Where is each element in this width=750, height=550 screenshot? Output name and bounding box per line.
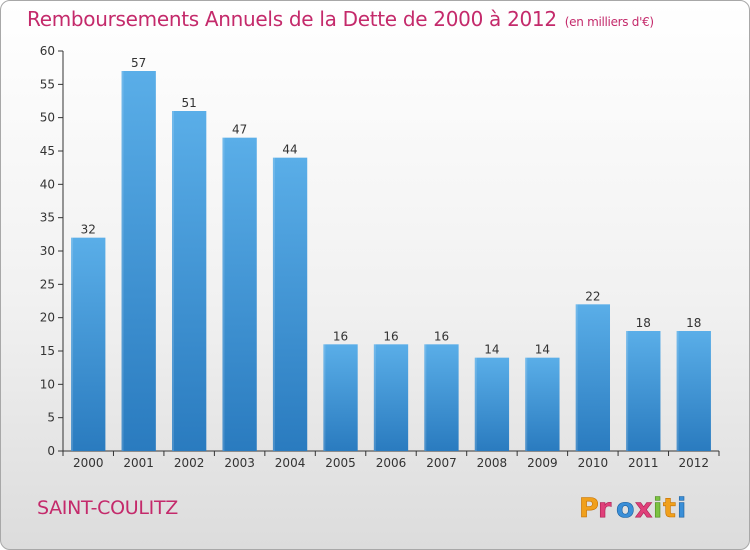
bar [676,331,711,451]
svg-text:t: t [663,493,676,524]
svg-text:i: i [653,493,662,524]
bar-highlight [575,304,578,451]
x-tick-label: 2009 [527,456,558,470]
svg-text:o: o [616,493,635,524]
bar-highlight [71,237,74,451]
x-tick-label: 2007 [426,456,457,470]
x-tick-label: 2005 [325,456,356,470]
commune-name: SAINT-COULITZ [37,497,178,519]
y-tick-label: 5 [47,411,55,425]
bar-highlight [525,357,528,451]
proxiti-logo: P r o x i t i [579,493,687,525]
bar-value-label: 32 [81,223,96,237]
svg-text:P: P [579,493,599,524]
y-tick-label: 15 [40,344,55,358]
x-tick-label: 2012 [678,456,709,470]
y-tick-label: 30 [40,244,55,258]
bar-value-label: 16 [383,329,398,343]
y-tick-label: 35 [40,211,55,225]
y-tick-label: 0 [47,444,55,458]
bar [474,357,510,451]
bar-highlight [424,344,427,451]
x-tick-label: 2001 [123,456,154,470]
bar-value-label: 47 [232,123,247,137]
y-tick-label: 10 [40,377,55,391]
bar [272,157,308,451]
chart-title: Remboursements Annuels de la Dette de 20… [27,7,654,31]
y-tick-label: 25 [40,277,55,291]
bar [71,237,106,451]
y-tick-label: 40 [40,177,55,191]
svg-text:r: r [598,493,612,524]
chart-title-text: Remboursements Annuels de la Dette de 20… [27,7,557,31]
bar [323,344,358,451]
bar-value-label: 14 [535,343,550,357]
x-tick-label: 2004 [275,456,306,470]
y-tick-label: 20 [40,311,55,325]
bar [424,344,459,451]
bar-highlight [171,111,174,451]
bar-value-label: 18 [686,316,701,330]
bar [626,331,661,451]
y-tick-label: 45 [40,144,55,158]
bar-value-label: 44 [282,143,297,157]
x-tick-label: 2002 [174,456,205,470]
x-tick-label: 2003 [224,456,255,470]
svg-text:i: i [677,493,686,524]
bar [121,71,156,451]
bar [222,137,257,451]
y-tick-label: 60 [40,44,55,58]
bar [575,304,611,451]
bar-highlight [474,357,477,451]
x-tick-label: 2010 [578,456,609,470]
x-tick-label: 2000 [73,456,104,470]
chart-subtitle: (en milliers d'€) [564,15,654,29]
bar-value-label: 57 [131,56,146,70]
bar-value-label: 18 [636,316,651,330]
bar [525,357,560,451]
bar-highlight [323,344,326,451]
x-tick-label: 2008 [477,456,508,470]
bar [373,344,409,451]
bar-highlight [373,344,376,451]
bar-highlight [676,331,679,451]
bar-highlight [222,137,225,451]
bar-value-label: 22 [585,289,600,303]
bar-value-label: 14 [484,343,499,357]
x-tick-label: 2006 [376,456,407,470]
bar-value-label: 51 [182,96,197,110]
y-tick-label: 50 [40,111,55,125]
svg-text:x: x [635,493,652,524]
bar-highlight [121,71,124,451]
bar-highlight [272,157,275,451]
bar-value-label: 16 [333,329,348,343]
y-tick-label: 55 [40,77,55,91]
bar-value-label: 16 [434,329,449,343]
bar [171,111,207,451]
bar-highlight [626,331,629,451]
x-tick-label: 2011 [628,456,659,470]
